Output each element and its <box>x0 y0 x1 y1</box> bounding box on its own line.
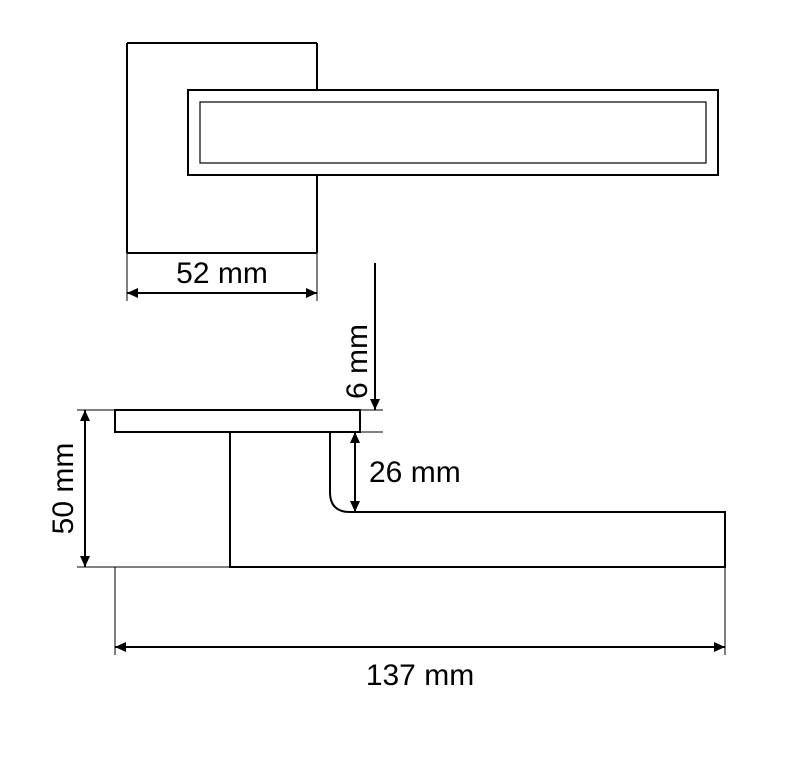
side-plate <box>115 410 360 432</box>
dim-50-label: 50 mm <box>47 443 80 535</box>
dim-137-label: 137 mm <box>366 659 474 692</box>
handle-top-inner <box>200 102 706 163</box>
dimensions: 52 mm 6 mm 26 mm 50 mm 137 mm <box>47 253 725 692</box>
side-handle-outline <box>230 432 725 567</box>
dim-52-label: 52 mm <box>176 257 268 290</box>
dim-6-label: 6 mm <box>341 324 374 399</box>
technical-drawing: 52 mm 6 mm 26 mm 50 mm 137 mm <box>0 0 797 773</box>
dim-26-label: 26 mm <box>369 456 461 489</box>
top-view <box>127 43 718 253</box>
handle-top-outline <box>188 90 718 175</box>
